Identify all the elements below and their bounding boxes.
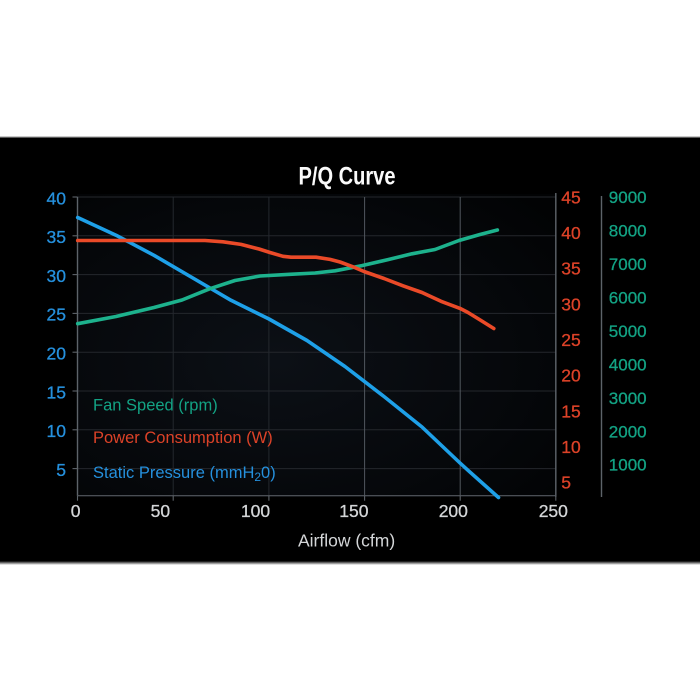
svg-text:20: 20 — [47, 344, 67, 364]
svg-text:4000: 4000 — [609, 355, 647, 374]
svg-text:7000: 7000 — [609, 255, 647, 274]
svg-text:P/Q Curve: P/Q Curve — [299, 163, 396, 191]
svg-text:15: 15 — [561, 401, 580, 421]
svg-text:40: 40 — [561, 223, 581, 243]
svg-text:Fan Speed (rpm): Fan Speed (rpm) — [93, 397, 218, 415]
svg-text:100: 100 — [241, 501, 270, 521]
svg-text:6000: 6000 — [609, 289, 647, 308]
svg-text:50: 50 — [151, 501, 171, 521]
svg-text:2000: 2000 — [609, 422, 647, 441]
svg-text:40: 40 — [47, 188, 67, 208]
svg-text:25: 25 — [47, 305, 66, 325]
svg-text:1000: 1000 — [609, 456, 647, 475]
svg-text:200: 200 — [439, 501, 468, 521]
svg-text:30: 30 — [561, 294, 581, 314]
svg-text:3000: 3000 — [609, 389, 647, 408]
svg-text:10: 10 — [47, 421, 67, 441]
svg-text:150: 150 — [339, 501, 368, 521]
svg-text:25: 25 — [561, 330, 580, 350]
svg-text:Power Consumption (W): Power Consumption (W) — [93, 429, 273, 447]
svg-text:5: 5 — [56, 460, 66, 480]
svg-text:0: 0 — [71, 501, 81, 521]
svg-text:5: 5 — [561, 473, 571, 493]
svg-text:250: 250 — [539, 501, 568, 521]
svg-text:9000: 9000 — [609, 188, 647, 207]
svg-text:45: 45 — [561, 187, 580, 207]
svg-text:5000: 5000 — [609, 322, 647, 341]
svg-text:15: 15 — [47, 382, 66, 402]
svg-text:35: 35 — [47, 227, 66, 247]
svg-text:20: 20 — [561, 366, 581, 386]
svg-text:30: 30 — [47, 266, 67, 286]
svg-text:Airflow (cfm): Airflow (cfm) — [298, 531, 395, 551]
svg-text:8000: 8000 — [609, 222, 647, 241]
svg-text:35: 35 — [561, 259, 580, 279]
svg-text:10: 10 — [561, 437, 581, 457]
svg-text:Static Pressure (mmH20): Static Pressure (mmH20) — [93, 464, 276, 484]
